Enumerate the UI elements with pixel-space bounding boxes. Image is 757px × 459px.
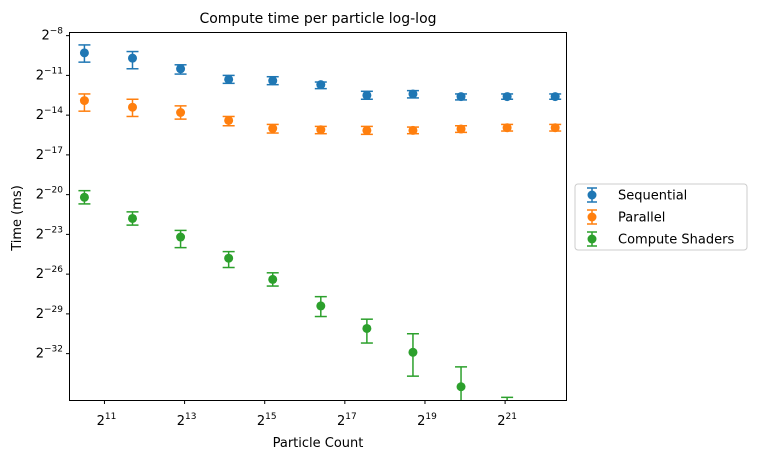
legend-item: Parallel [587, 209, 665, 226]
data-point [176, 64, 186, 74]
legend-marker-icon [587, 234, 597, 244]
series-sequential [78, 44, 562, 102]
legend-label: Parallel [618, 211, 665, 226]
y-tick-label: 2−11 [36, 66, 63, 83]
data-point [362, 90, 372, 100]
y-tick-label: 2−26 [36, 265, 64, 282]
data-point [128, 53, 138, 63]
x-axis-label: Particle Count [273, 436, 364, 451]
y-tick-label: 2−8 [41, 27, 63, 44]
x-tick-label: 217 [337, 412, 357, 429]
data-point [128, 213, 138, 223]
y-tick-label: 2−32 [36, 345, 63, 362]
data-point [224, 115, 234, 125]
data-point [362, 323, 372, 333]
data-point [550, 123, 560, 133]
chart-title: Compute time per particle log-log [199, 11, 436, 27]
y-tick-label: 2−20 [36, 186, 64, 203]
y-tick-label: 2−29 [36, 305, 64, 322]
data-point [316, 301, 326, 311]
data-point [316, 80, 326, 90]
legend-item: Sequential [587, 187, 687, 204]
data-point [456, 124, 466, 134]
series-compute-shaders [78, 189, 514, 400]
legend-label: Compute Shaders [618, 233, 734, 248]
data-point [79, 48, 89, 58]
data-point [176, 232, 186, 242]
legend-marker-icon [587, 212, 597, 222]
data-point [456, 382, 466, 392]
y-axis-label: Time (ms) [10, 185, 25, 252]
legend-label: Sequential [618, 189, 687, 204]
data-point [408, 125, 418, 135]
x-tick-label: 221 [497, 412, 517, 429]
series-parallel [78, 93, 562, 136]
data-point [362, 125, 372, 135]
data-point [316, 125, 326, 135]
data-point [502, 123, 512, 133]
legend-item: Compute Shaders [587, 231, 734, 248]
x-tick-label: 211 [97, 412, 117, 429]
legend: Sequential Parallel Compute Shaders [574, 183, 748, 251]
data-point [79, 192, 89, 202]
data-point [268, 123, 278, 133]
y-axis-ticks: 2−8 2−11 2−14 2−17 2−20 2−23 2−26 2−29 2−32 [36, 27, 70, 362]
data-point [128, 102, 138, 112]
x-tick-label: 219 [417, 412, 437, 429]
x-axis-ticks: 211 213 215 217 219 221 [97, 400, 517, 429]
data-point [408, 347, 418, 357]
data-point [408, 89, 418, 99]
y-tick-label: 2−23 [36, 225, 63, 242]
data-point [79, 96, 89, 106]
data-point [176, 107, 186, 117]
plot-frame [69, 32, 567, 401]
data-point [224, 74, 234, 84]
plot-area [78, 44, 562, 400]
data-point [268, 76, 278, 86]
data-point [502, 92, 512, 102]
y-tick-label: 2−14 [36, 106, 64, 123]
data-point [456, 92, 466, 102]
legend-marker-icon [587, 190, 597, 200]
x-tick-label: 213 [177, 412, 197, 429]
y-tick-label: 2−17 [36, 146, 63, 163]
data-point [224, 253, 234, 263]
x-tick-label: 215 [257, 412, 277, 429]
legend-box [574, 183, 748, 251]
data-point [268, 274, 278, 284]
data-point [550, 92, 560, 102]
